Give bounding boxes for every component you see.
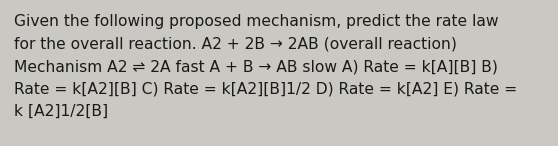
- Text: for the overall reaction. A2 + 2B → 2AB (overall reaction): for the overall reaction. A2 + 2B → 2AB …: [14, 36, 457, 52]
- Text: Mechanism A2 ⇌ 2A fast A + B → AB slow A) Rate = k[A][B] B): Mechanism A2 ⇌ 2A fast A + B → AB slow A…: [14, 59, 498, 74]
- Text: Given the following proposed mechanism, predict the rate law: Given the following proposed mechanism, …: [14, 14, 498, 29]
- Text: Rate = k[A2][B] C) Rate = k[A2][B]1/2 D) Rate = k[A2] E) Rate =: Rate = k[A2][B] C) Rate = k[A2][B]1/2 D)…: [14, 81, 517, 97]
- Text: k [A2]1/2[B]: k [A2]1/2[B]: [14, 104, 108, 119]
